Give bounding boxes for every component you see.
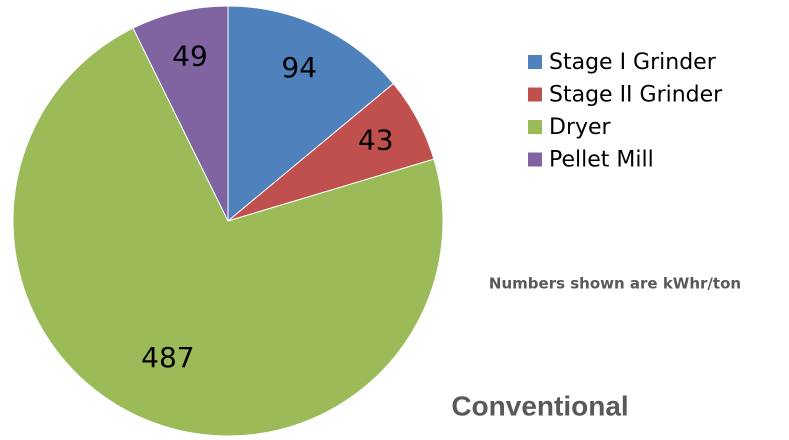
chart-title: Conventional [451,390,628,421]
legend-label: Stage II Grinder [549,83,723,108]
data-label: 487 [141,341,194,374]
data-label: 49 [172,40,208,73]
legend-swatch [528,120,542,134]
pie-slice [227,5,395,223]
legend-swatch [528,152,542,167]
legend-swatch [528,55,542,69]
data-label: 43 [358,124,394,157]
annotation: Numbers shown are kWhr/ton [489,275,741,293]
data-label: 94 [281,51,317,84]
pie-slice [132,5,229,222]
legend-label: Dryer [549,115,612,140]
pie-slice [12,27,444,437]
legend-label: Pellet Mill [549,148,654,173]
legend-swatch [528,87,542,102]
legend-label: Stage I Grinder [549,50,717,75]
